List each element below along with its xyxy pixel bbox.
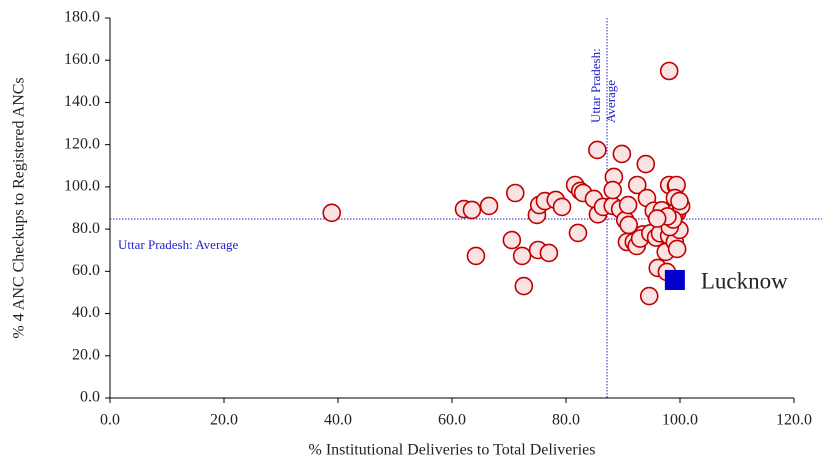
point bbox=[514, 276, 534, 296]
point bbox=[659, 61, 679, 81]
x-axis-label: % Institutional Deliveries to Total Deli… bbox=[309, 442, 596, 459]
point bbox=[639, 286, 659, 306]
x-tick-label: 20.0 bbox=[210, 412, 238, 429]
point bbox=[502, 230, 522, 250]
point bbox=[466, 246, 486, 266]
y-tick-label: 160.0 bbox=[64, 51, 100, 68]
point bbox=[322, 203, 342, 223]
point bbox=[462, 200, 482, 220]
reference-label-line: Uttar Pradesh: bbox=[588, 48, 603, 123]
y-axis-label: % 4 ANC Checkups to Registered ANCs bbox=[11, 77, 28, 338]
y-tick-label: 20.0 bbox=[72, 346, 100, 363]
point bbox=[627, 175, 647, 195]
reference-label: Uttar Pradesh:Average bbox=[588, 48, 618, 123]
point bbox=[619, 215, 639, 235]
x-tick-label: 80.0 bbox=[552, 412, 580, 429]
x-tick-label: 0.0 bbox=[100, 412, 120, 429]
point bbox=[612, 144, 632, 164]
reference-label: Uttar Pradesh: Average bbox=[118, 237, 239, 252]
x-tick-label: 60.0 bbox=[438, 412, 466, 429]
point bbox=[512, 246, 532, 266]
highlight-point bbox=[664, 269, 685, 290]
y-tick-label: 0.0 bbox=[80, 389, 100, 406]
y-tick-label: 80.0 bbox=[72, 220, 100, 237]
y-tick-label: 120.0 bbox=[64, 135, 100, 152]
x-tick-label: 40.0 bbox=[324, 412, 352, 429]
point bbox=[568, 223, 588, 243]
y-tick-label: 40.0 bbox=[72, 304, 100, 321]
point bbox=[603, 180, 623, 200]
reference-label-line: Average bbox=[603, 80, 618, 123]
point bbox=[667, 239, 687, 259]
point bbox=[505, 183, 525, 203]
point bbox=[552, 197, 572, 217]
highlight-label: Lucknow bbox=[701, 268, 788, 293]
y-tick-label: 140.0 bbox=[64, 93, 100, 110]
point bbox=[670, 191, 689, 211]
point bbox=[647, 209, 667, 228]
point bbox=[479, 196, 499, 216]
point bbox=[539, 243, 559, 263]
x-tick-label: 120.0 bbox=[776, 412, 812, 429]
y-tick-label: 180.0 bbox=[64, 9, 100, 26]
y-tick-label: 100.0 bbox=[64, 178, 100, 195]
x-tick-label: 100.0 bbox=[662, 412, 698, 429]
point bbox=[588, 140, 607, 160]
y-tick-label: 60.0 bbox=[72, 262, 100, 279]
point bbox=[618, 195, 638, 215]
point bbox=[636, 154, 656, 174]
